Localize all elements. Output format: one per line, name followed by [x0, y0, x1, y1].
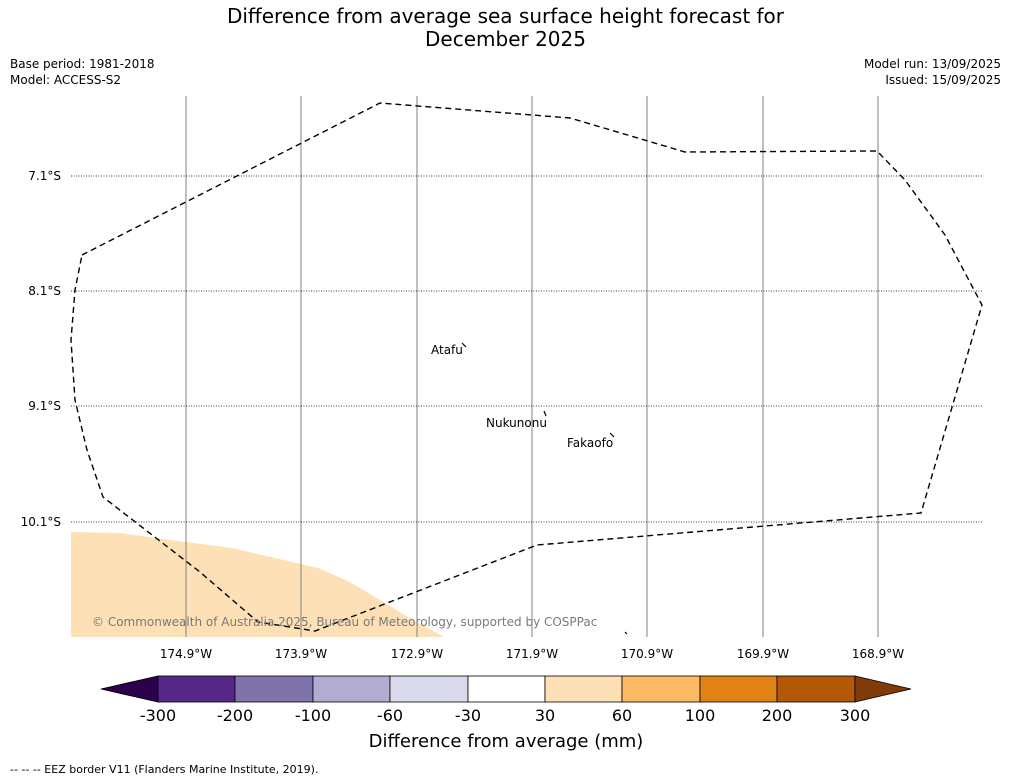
lon-label: 168.9°W	[852, 647, 904, 661]
colorbar-bin	[699, 675, 778, 703]
small-island-shape	[624, 631, 628, 635]
nukunonu-island-shape	[543, 410, 547, 417]
copyright-notice: © Commonwealth of Australia 2025, Bureau…	[92, 615, 597, 629]
colorbar-bin	[621, 675, 701, 703]
place-label-fakaofo: Fakaofo	[567, 436, 613, 450]
atafu-island-shape	[461, 342, 467, 348]
base-period: Base period: 1981-2018	[10, 57, 155, 71]
colorbar-tick: -100	[295, 706, 331, 725]
lon-label: 169.9°W	[737, 647, 789, 661]
land-area	[71, 532, 444, 637]
colorbar-label: Difference from average (mm)	[369, 731, 644, 752]
colorbar-tick: -60	[377, 706, 403, 725]
lat-label: 7.1°S	[28, 169, 61, 183]
model-info: Base period: 1981-2018 Model: ACCESS-S2	[10, 56, 155, 88]
colorbar-tick: 60	[612, 706, 632, 725]
colorbar-low-extension	[100, 675, 159, 703]
lon-label: 174.9°W	[160, 647, 212, 661]
model-run: Model run: 13/09/2025	[863, 57, 1001, 71]
lon-label: 173.9°W	[275, 647, 327, 661]
lat-label: 8.1°S	[28, 284, 61, 298]
meridian-lines	[185, 96, 879, 637]
lon-label: 170.9°W	[621, 647, 673, 661]
colorbar-tick: -200	[217, 706, 253, 725]
colorbar-tick: 200	[762, 706, 793, 725]
model-name: Model: ACCESS-S2	[10, 73, 122, 87]
issued-date: Issued: 15/09/2025	[885, 73, 1001, 87]
colorbar-bin	[467, 675, 546, 703]
colorbar: -300 -200 -100 -60 -30 30 60 100 200 300…	[100, 675, 912, 752]
place-label-nukunonu: Nukunonu	[486, 416, 547, 430]
colorbar-tick: 100	[685, 706, 716, 725]
colorbar-bin	[157, 675, 236, 703]
islands	[461, 342, 628, 635]
colorbar-bin	[544, 675, 623, 703]
fakaofo-island-shape	[609, 432, 615, 438]
colorbar-tick: 300	[840, 706, 871, 725]
eez-legend-note: -- -- -- EEZ border V11 (Flanders Marine…	[10, 763, 319, 776]
eez-border	[70, 102, 983, 632]
lat-label: 10.1°S	[21, 515, 61, 529]
place-label-atafu: Atafu	[431, 343, 463, 357]
colorbar-high-extension	[854, 675, 912, 703]
colorbar-bin	[312, 675, 391, 703]
title-line-2: December 2025	[425, 27, 586, 51]
colorbar-bin	[389, 675, 469, 703]
map-area: Atafu Nukunonu Fakaofo © Commonwealth of…	[21, 96, 983, 661]
lon-label: 171.9°W	[506, 647, 558, 661]
colorbar-bin	[776, 675, 856, 703]
lat-label: 9.1°S	[28, 399, 61, 413]
title-line-1: Difference from average sea surface heig…	[226, 4, 785, 28]
colorbar-bin	[234, 675, 314, 703]
colorbar-tick: 30	[535, 706, 555, 725]
colorbar-tick: -300	[140, 706, 176, 725]
parallel-lines	[71, 175, 982, 523]
colorbar-tick: -30	[455, 706, 481, 725]
map-title: Difference from average sea surface heig…	[0, 5, 1011, 51]
lon-label: 172.9°W	[391, 647, 443, 661]
run-info: Model run: 13/09/2025 Issued: 15/09/2025	[864, 56, 1001, 88]
